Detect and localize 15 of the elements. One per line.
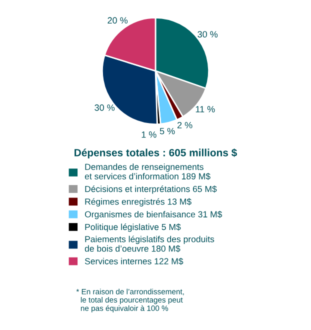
text: Dépenses totales : 605 millions $	[74, 148, 237, 158]
data-label: 20 %	[108, 17, 128, 24]
legend-label: Politique législative 5 M$	[85, 224, 181, 232]
legend-label: Paiements législatifs des produits de bois d’oeuvre 180 M$	[84, 236, 214, 252]
legend-label: Décisions et interprétations 65 M$	[85, 186, 217, 194]
data-label: 11 %	[196, 106, 215, 112]
data-label: 1 %	[142, 131, 156, 138]
legend-label: Services internes 122 M$	[84, 258, 184, 265]
data-label: 5 %	[160, 128, 175, 134]
data-label: 30 %	[94, 104, 115, 111]
data-label: 2 %	[177, 122, 192, 128]
data-label: 30 %	[198, 31, 218, 38]
legend-label: Organismes de bienfaisance 31 M$	[84, 210, 222, 220]
legend-label: Régimes enregistrés 13 M$	[85, 198, 192, 206]
legend-label: Demandes de renseignements et services d’information 189 M$	[84, 164, 210, 180]
